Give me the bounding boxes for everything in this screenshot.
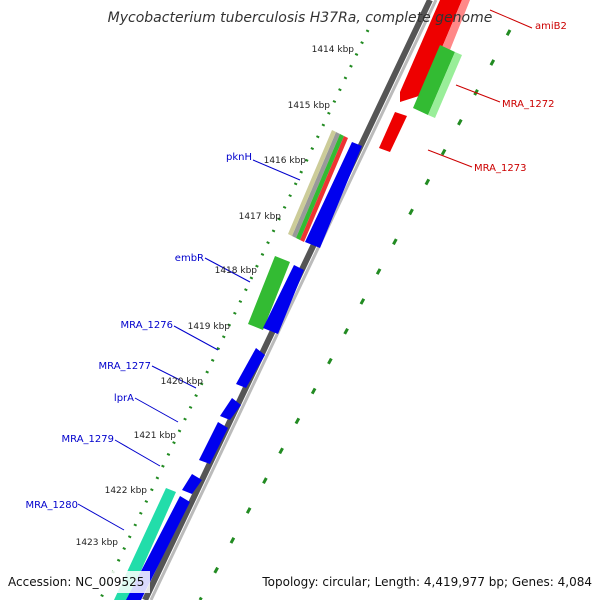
leader-MRA_1277 <box>151 365 197 389</box>
leader-amiB2 <box>489 9 533 29</box>
cds-pknH[interactable] <box>305 142 362 248</box>
multi-bar-pknH-grey <box>292 132 340 238</box>
tick-label-1415: 1415 kbp <box>288 101 331 111</box>
tick-label-1422: 1422 kbp <box>105 486 148 496</box>
leader-embR <box>204 257 251 283</box>
leader-MRA_1272 <box>455 84 501 103</box>
tick-label-1417: 1417 kbp <box>239 212 282 222</box>
tick-label-1416: 1416 kbp <box>264 156 307 166</box>
gene-label-pknH[interactable]: pknH <box>226 152 252 163</box>
accession-text: Accession: NC_009525 <box>8 575 144 589</box>
multi-bar-pknH-light <box>288 130 336 236</box>
gene-bar-MRA_1272-shade <box>428 52 462 118</box>
multi-bar-pknH-red <box>300 136 348 242</box>
gene-label-MRA_1273[interactable]: MRA_1273 <box>474 163 526 174</box>
forward-features <box>114 130 362 600</box>
leader-MRA_1276 <box>173 325 219 351</box>
tick-label-1419: 1419 kbp <box>188 322 231 332</box>
gene-bar-embR[interactable] <box>248 256 290 330</box>
gene-label-MRA_1279[interactable]: MRA_1279 <box>62 434 114 445</box>
gene-label-amiB2[interactable]: amiB2 <box>535 21 567 32</box>
gene-label-MRA_1276[interactable]: MRA_1276 <box>121 320 173 331</box>
outer-ruler-dashes <box>198 29 512 600</box>
cds-amiB2[interactable] <box>400 0 462 102</box>
tick-label-1418: 1418 kbp <box>215 266 258 276</box>
gene-bar-MRA_1272[interactable] <box>413 45 455 115</box>
tick-label-1420: 1420 kbp <box>161 377 204 387</box>
cds-MRA_1273[interactable] <box>379 112 407 152</box>
cds-MRA_1279[interactable] <box>182 474 202 494</box>
cds-MRA_1277[interactable] <box>220 398 241 420</box>
accession-backdrop <box>4 571 150 593</box>
gene-label-embR[interactable]: embR <box>175 253 204 264</box>
gene-label-MRA_1280[interactable]: MRA_1280 <box>26 500 78 511</box>
multi-bar-pknH-green <box>296 134 344 240</box>
leader-pknH <box>252 159 301 181</box>
tick-label-1423: 1423 kbp <box>76 538 119 548</box>
inner-ruler-dots <box>98 29 370 600</box>
leader-MRA_1273 <box>427 149 473 168</box>
map-title: Mycobacterium tuberculosis H37Ra, comple… <box>108 10 493 26</box>
reverse-features <box>379 0 470 152</box>
tick-label-1414: 1414 kbp <box>312 45 355 55</box>
gene-label-lprA[interactable]: lprA <box>114 393 134 404</box>
genome-summary-text: Topology: circular; Length: 4,419,977 bp… <box>261 575 592 589</box>
leader-MRA_1279 <box>114 439 161 467</box>
cds-embR[interactable] <box>263 265 304 334</box>
genome-backbone-highlight <box>149 0 438 600</box>
gene-label-MRA_1277[interactable]: MRA_1277 <box>99 361 151 372</box>
gene-label-MRA_1272[interactable]: MRA_1272 <box>502 99 554 110</box>
leader-MRA_1280 <box>77 503 125 531</box>
cds-MRA_1276[interactable] <box>236 348 265 388</box>
leader-lprA <box>134 397 179 423</box>
tick-label-1421: 1421 kbp <box>134 431 177 441</box>
cds-lprA[interactable] <box>199 422 228 464</box>
